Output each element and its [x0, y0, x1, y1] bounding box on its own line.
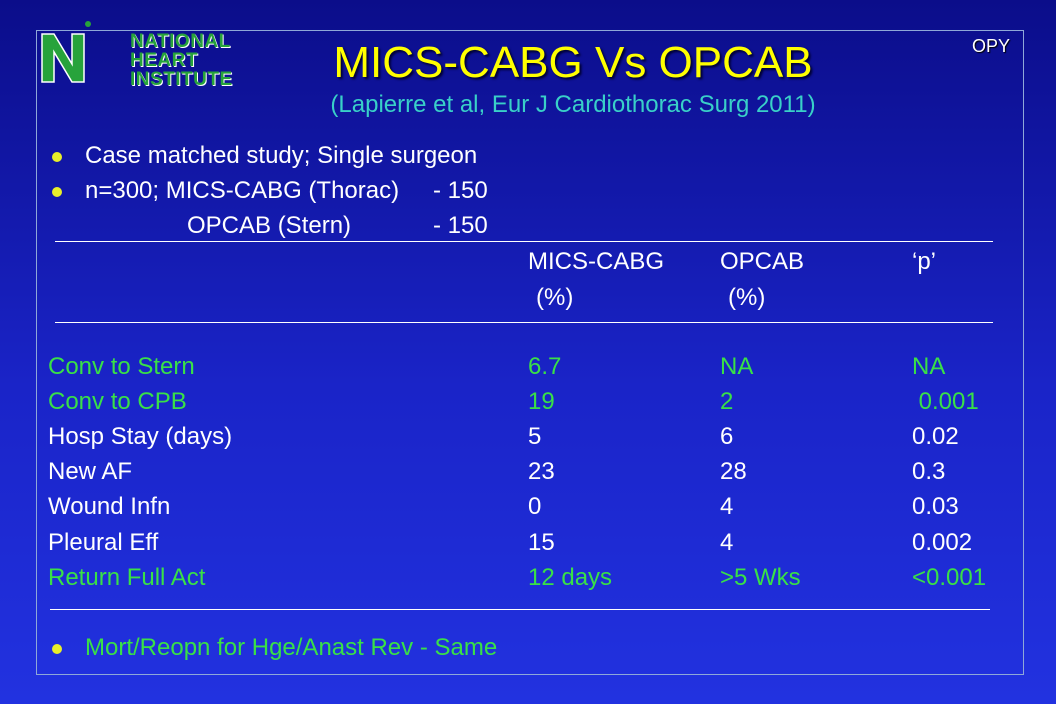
slide-subtitle: (Lapierre et al, Eur J Cardiothorac Surg… [330, 91, 816, 118]
row-mics-value: 12 days [528, 564, 613, 591]
table-header-rule [55, 322, 993, 323]
row-mics-value: 23 [528, 458, 555, 485]
bullet-icon [52, 152, 62, 162]
row-label: Conv to CPB [48, 388, 187, 415]
row-label: Hosp Stay (days) [48, 423, 233, 450]
row-mics-value: 0 [528, 493, 542, 520]
row-p-value: 0.001 [912, 388, 979, 415]
row-opcab-value: >5 Wks [720, 564, 801, 591]
row-opcab-value: 6 [720, 423, 734, 450]
slide-frame [36, 30, 1024, 675]
row-opcab-value: 2 [720, 388, 734, 415]
row-opcab-value: 4 [720, 529, 734, 556]
row-mics-value: 6.7 [528, 353, 562, 380]
header-opcab: OPCAB [720, 248, 805, 275]
row-label: New AF [48, 458, 133, 485]
bullet-mortality: Mort/Reopn for Hge/Anast Rev - Same [85, 634, 498, 661]
table-bottom-rule [50, 609, 990, 610]
bullet-sample-size: n=300; MICS-CABG (Thorac) [85, 177, 400, 204]
row-mics-value: 19 [528, 388, 555, 415]
bullet-study-design: Case matched study; Single surgeon [85, 142, 478, 169]
row-opcab-value: 4 [720, 493, 734, 520]
row-mics-value: 15 [528, 529, 555, 556]
slide-title: MICS-CABG Vs OPCAB [333, 38, 813, 87]
logo-line-heart: HEART [130, 50, 198, 71]
header-mics-unit: (%) [536, 284, 574, 311]
bullet-icon [52, 187, 62, 197]
row-opcab-value: 28 [720, 458, 747, 485]
row-p-value: 0.02 [912, 423, 959, 450]
bullet-mics-count: - 150 [433, 177, 488, 204]
corner-label: OPY [972, 36, 1011, 56]
logo: NATIONAL HEART INSTITUTE [40, 20, 232, 89]
header-mics-cabg: MICS-CABG [528, 248, 665, 275]
table-top-rule [55, 241, 993, 242]
row-p-value: NA [912, 353, 946, 380]
row-p-value: <0.001 [912, 564, 987, 591]
row-p-value: 0.03 [912, 493, 959, 520]
row-p-value: 0.3 [912, 458, 946, 485]
row-p-value: 0.002 [912, 529, 973, 556]
bullet-icon [52, 644, 62, 654]
row-label: Pleural Eff [48, 529, 159, 556]
logo-line-institute: INSTITUTE [130, 69, 233, 90]
header-opcab-unit: (%) [728, 284, 766, 311]
row-label: Conv to Stern [48, 353, 195, 380]
opcab-count: - 150 [433, 212, 488, 239]
row-mics-value: 5 [528, 423, 542, 450]
row-label: Return Full Act [48, 564, 206, 591]
row-label: Wound Infn [48, 493, 171, 520]
opcab-group-label: OPCAB (Stern) [187, 212, 352, 239]
row-opcab-value: NA [720, 353, 754, 380]
nhi-logo-icon [41, 21, 91, 83]
logo-line-national: NATIONAL [130, 31, 231, 52]
header-p-value: ‘p’ [912, 248, 937, 275]
